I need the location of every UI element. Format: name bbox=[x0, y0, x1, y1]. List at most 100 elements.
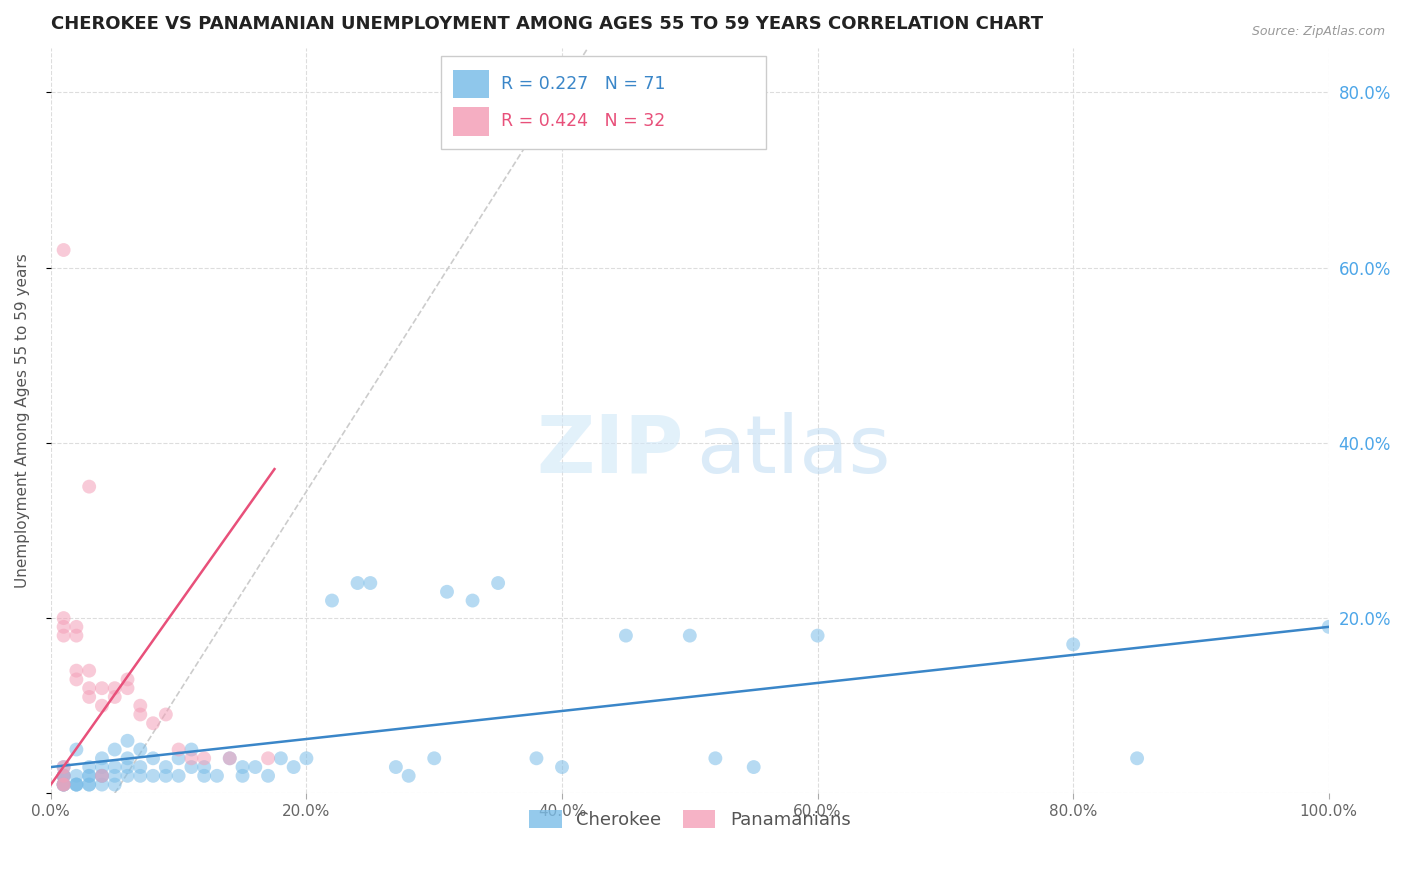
FancyBboxPatch shape bbox=[453, 107, 489, 136]
Point bbox=[52, 629, 75, 643]
Legend: Cherokee, Panamanians: Cherokee, Panamanians bbox=[522, 803, 858, 837]
Point bbox=[283, 760, 305, 774]
FancyBboxPatch shape bbox=[453, 70, 489, 98]
Point bbox=[91, 769, 114, 783]
Point bbox=[245, 760, 267, 774]
Point bbox=[461, 593, 484, 607]
Point bbox=[52, 769, 75, 783]
Text: atlas: atlas bbox=[696, 412, 890, 490]
Point bbox=[52, 769, 75, 783]
Point bbox=[257, 769, 280, 783]
Point bbox=[104, 742, 127, 756]
Text: ZIP: ZIP bbox=[536, 412, 683, 490]
Point bbox=[77, 778, 100, 792]
Point bbox=[270, 751, 292, 765]
Point bbox=[231, 769, 253, 783]
Point bbox=[679, 629, 702, 643]
Point bbox=[614, 629, 637, 643]
Point bbox=[91, 698, 114, 713]
Point bbox=[142, 751, 165, 765]
Point bbox=[91, 751, 114, 765]
Point bbox=[129, 698, 152, 713]
Point bbox=[117, 673, 139, 687]
Point bbox=[398, 769, 420, 783]
Point bbox=[117, 681, 139, 696]
Point bbox=[142, 716, 165, 731]
Point bbox=[117, 751, 139, 765]
Point bbox=[423, 751, 446, 765]
Point bbox=[52, 760, 75, 774]
Point bbox=[193, 769, 215, 783]
Point bbox=[704, 751, 727, 765]
Point bbox=[77, 769, 100, 783]
Point bbox=[1062, 637, 1084, 651]
Point bbox=[65, 629, 87, 643]
Point bbox=[91, 769, 114, 783]
Point bbox=[104, 760, 127, 774]
Text: CHEROKEE VS PANAMANIAN UNEMPLOYMENT AMONG AGES 55 TO 59 YEARS CORRELATION CHART: CHEROKEE VS PANAMANIAN UNEMPLOYMENT AMON… bbox=[51, 15, 1043, 33]
Point bbox=[167, 751, 190, 765]
Point bbox=[359, 576, 381, 591]
Y-axis label: Unemployment Among Ages 55 to 59 years: Unemployment Among Ages 55 to 59 years bbox=[15, 253, 30, 588]
Point bbox=[155, 760, 177, 774]
Text: R = 0.227   N = 71: R = 0.227 N = 71 bbox=[501, 75, 665, 93]
Point bbox=[65, 673, 87, 687]
Point bbox=[807, 629, 830, 643]
Point bbox=[218, 751, 240, 765]
Point bbox=[77, 681, 100, 696]
Point bbox=[167, 769, 190, 783]
Point bbox=[91, 769, 114, 783]
Point bbox=[155, 769, 177, 783]
Point bbox=[65, 742, 87, 756]
Point bbox=[52, 760, 75, 774]
Text: R = 0.424   N = 32: R = 0.424 N = 32 bbox=[501, 112, 665, 130]
Point bbox=[77, 769, 100, 783]
Point bbox=[385, 760, 408, 774]
Point bbox=[65, 620, 87, 634]
Point bbox=[91, 760, 114, 774]
Point bbox=[104, 681, 127, 696]
Point bbox=[52, 243, 75, 257]
Point bbox=[77, 778, 100, 792]
Point bbox=[104, 769, 127, 783]
Text: Source: ZipAtlas.com: Source: ZipAtlas.com bbox=[1251, 25, 1385, 38]
Point bbox=[321, 593, 343, 607]
Point bbox=[65, 664, 87, 678]
Point bbox=[52, 611, 75, 625]
Point bbox=[295, 751, 318, 765]
Point bbox=[180, 760, 202, 774]
Point bbox=[65, 778, 87, 792]
Point bbox=[1126, 751, 1149, 765]
Point bbox=[257, 751, 280, 765]
Point bbox=[1317, 620, 1340, 634]
Point bbox=[231, 760, 253, 774]
Point bbox=[77, 760, 100, 774]
Point bbox=[65, 778, 87, 792]
Point bbox=[52, 778, 75, 792]
Point bbox=[180, 751, 202, 765]
Point bbox=[551, 760, 574, 774]
Point bbox=[486, 576, 509, 591]
Point bbox=[65, 778, 87, 792]
Point bbox=[104, 778, 127, 792]
Point bbox=[117, 769, 139, 783]
Point bbox=[117, 760, 139, 774]
Point bbox=[117, 733, 139, 747]
Point bbox=[91, 778, 114, 792]
Point bbox=[142, 769, 165, 783]
Point bbox=[180, 742, 202, 756]
Point bbox=[742, 760, 765, 774]
Point bbox=[52, 778, 75, 792]
Point bbox=[167, 742, 190, 756]
Point bbox=[52, 769, 75, 783]
Point bbox=[52, 620, 75, 634]
Point bbox=[155, 707, 177, 722]
Point bbox=[52, 778, 75, 792]
Point bbox=[193, 760, 215, 774]
Point bbox=[52, 769, 75, 783]
Point bbox=[77, 690, 100, 704]
Point bbox=[193, 751, 215, 765]
Point bbox=[436, 584, 458, 599]
Point bbox=[52, 778, 75, 792]
Point bbox=[129, 707, 152, 722]
